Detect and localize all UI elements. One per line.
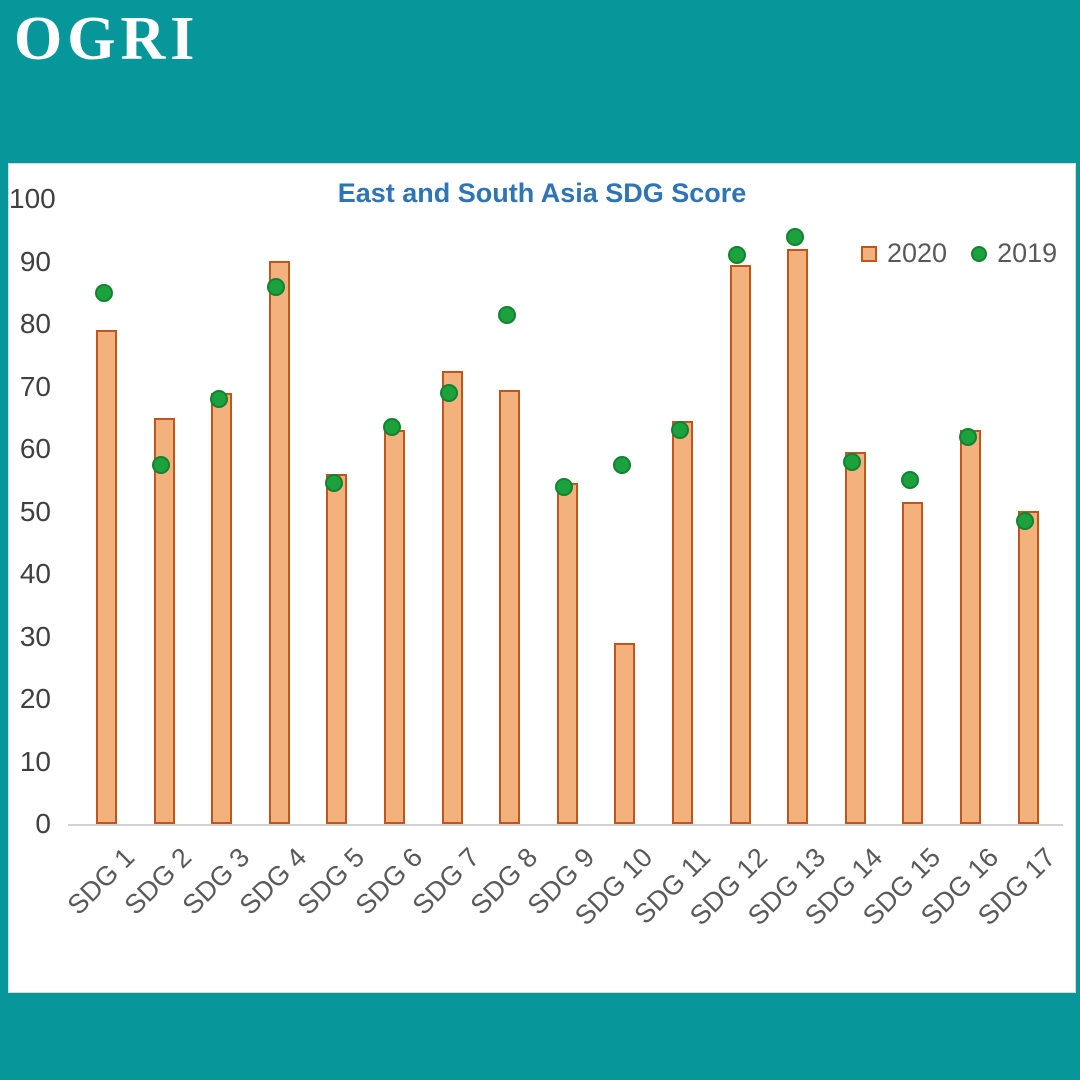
bar-sdg-11 xyxy=(672,421,693,824)
bar-sdg-5 xyxy=(326,474,347,824)
y-tick-label: 50 xyxy=(19,495,51,527)
chart-legend: 2020 2019 xyxy=(861,238,1057,269)
legend-2020-label: 2020 xyxy=(887,238,948,268)
dot-sdg-17 xyxy=(1016,512,1034,530)
bar-sdg-8 xyxy=(499,390,520,824)
legend-2020-swatch-icon xyxy=(861,245,877,262)
dot-sdg-3 xyxy=(210,390,228,408)
x-axis-line xyxy=(68,824,1063,826)
bar-sdg-2 xyxy=(154,418,175,824)
y-tick-label: 100 xyxy=(9,183,56,214)
dot-sdg-8 xyxy=(498,306,516,324)
legend-2019-dot-icon xyxy=(971,245,988,262)
bar-sdg-17 xyxy=(1018,511,1039,824)
dot-sdg-11 xyxy=(671,421,689,439)
bar-sdg-7 xyxy=(442,371,463,824)
y-tick-label: 20 xyxy=(19,683,51,714)
y-tick-label: 90 xyxy=(19,245,51,277)
bar-sdg-14 xyxy=(845,452,866,824)
bar-sdg-9 xyxy=(557,483,578,824)
y-tick-label: 70 xyxy=(19,370,51,402)
dot-sdg-4 xyxy=(267,278,285,296)
bar-sdg-1 xyxy=(96,330,117,824)
chart-title: East and South Asia SDG Score xyxy=(337,178,747,208)
dot-sdg-5 xyxy=(325,474,343,492)
y-tick-label: 60 xyxy=(19,433,51,464)
dot-sdg-16 xyxy=(959,428,977,446)
ogri-logo: OGRI xyxy=(14,5,200,73)
bar-sdg-15 xyxy=(902,502,923,824)
bar-sdg-10 xyxy=(614,643,635,824)
dot-sdg-2 xyxy=(152,456,170,474)
bar-sdg-4 xyxy=(269,261,290,824)
y-tick-label: 10 xyxy=(19,745,51,777)
dot-sdg-1 xyxy=(95,284,113,302)
bar-sdg-13 xyxy=(787,249,808,824)
bar-sdg-3 xyxy=(211,393,232,824)
y-tick-label: 80 xyxy=(19,308,51,339)
bar-sdg-16 xyxy=(960,430,981,824)
dot-sdg-9 xyxy=(555,478,573,496)
bar-sdg-12 xyxy=(730,265,751,824)
dot-sdg-7 xyxy=(440,384,458,402)
dot-sdg-6 xyxy=(383,418,401,436)
chart-panel: East and South Asia SDG Score 2020 2019 … xyxy=(8,163,1076,993)
dot-sdg-14 xyxy=(843,453,861,471)
y-tick-label: 0 xyxy=(35,808,51,839)
dot-sdg-13 xyxy=(786,228,804,246)
dot-sdg-15 xyxy=(901,471,919,489)
dot-sdg-12 xyxy=(728,246,746,264)
y-tick-label: 40 xyxy=(19,558,51,589)
bar-sdg-6 xyxy=(384,430,405,824)
legend-2019-label: 2019 xyxy=(997,238,1058,268)
y-tick-label: 30 xyxy=(19,620,51,652)
dot-sdg-10 xyxy=(613,456,631,474)
